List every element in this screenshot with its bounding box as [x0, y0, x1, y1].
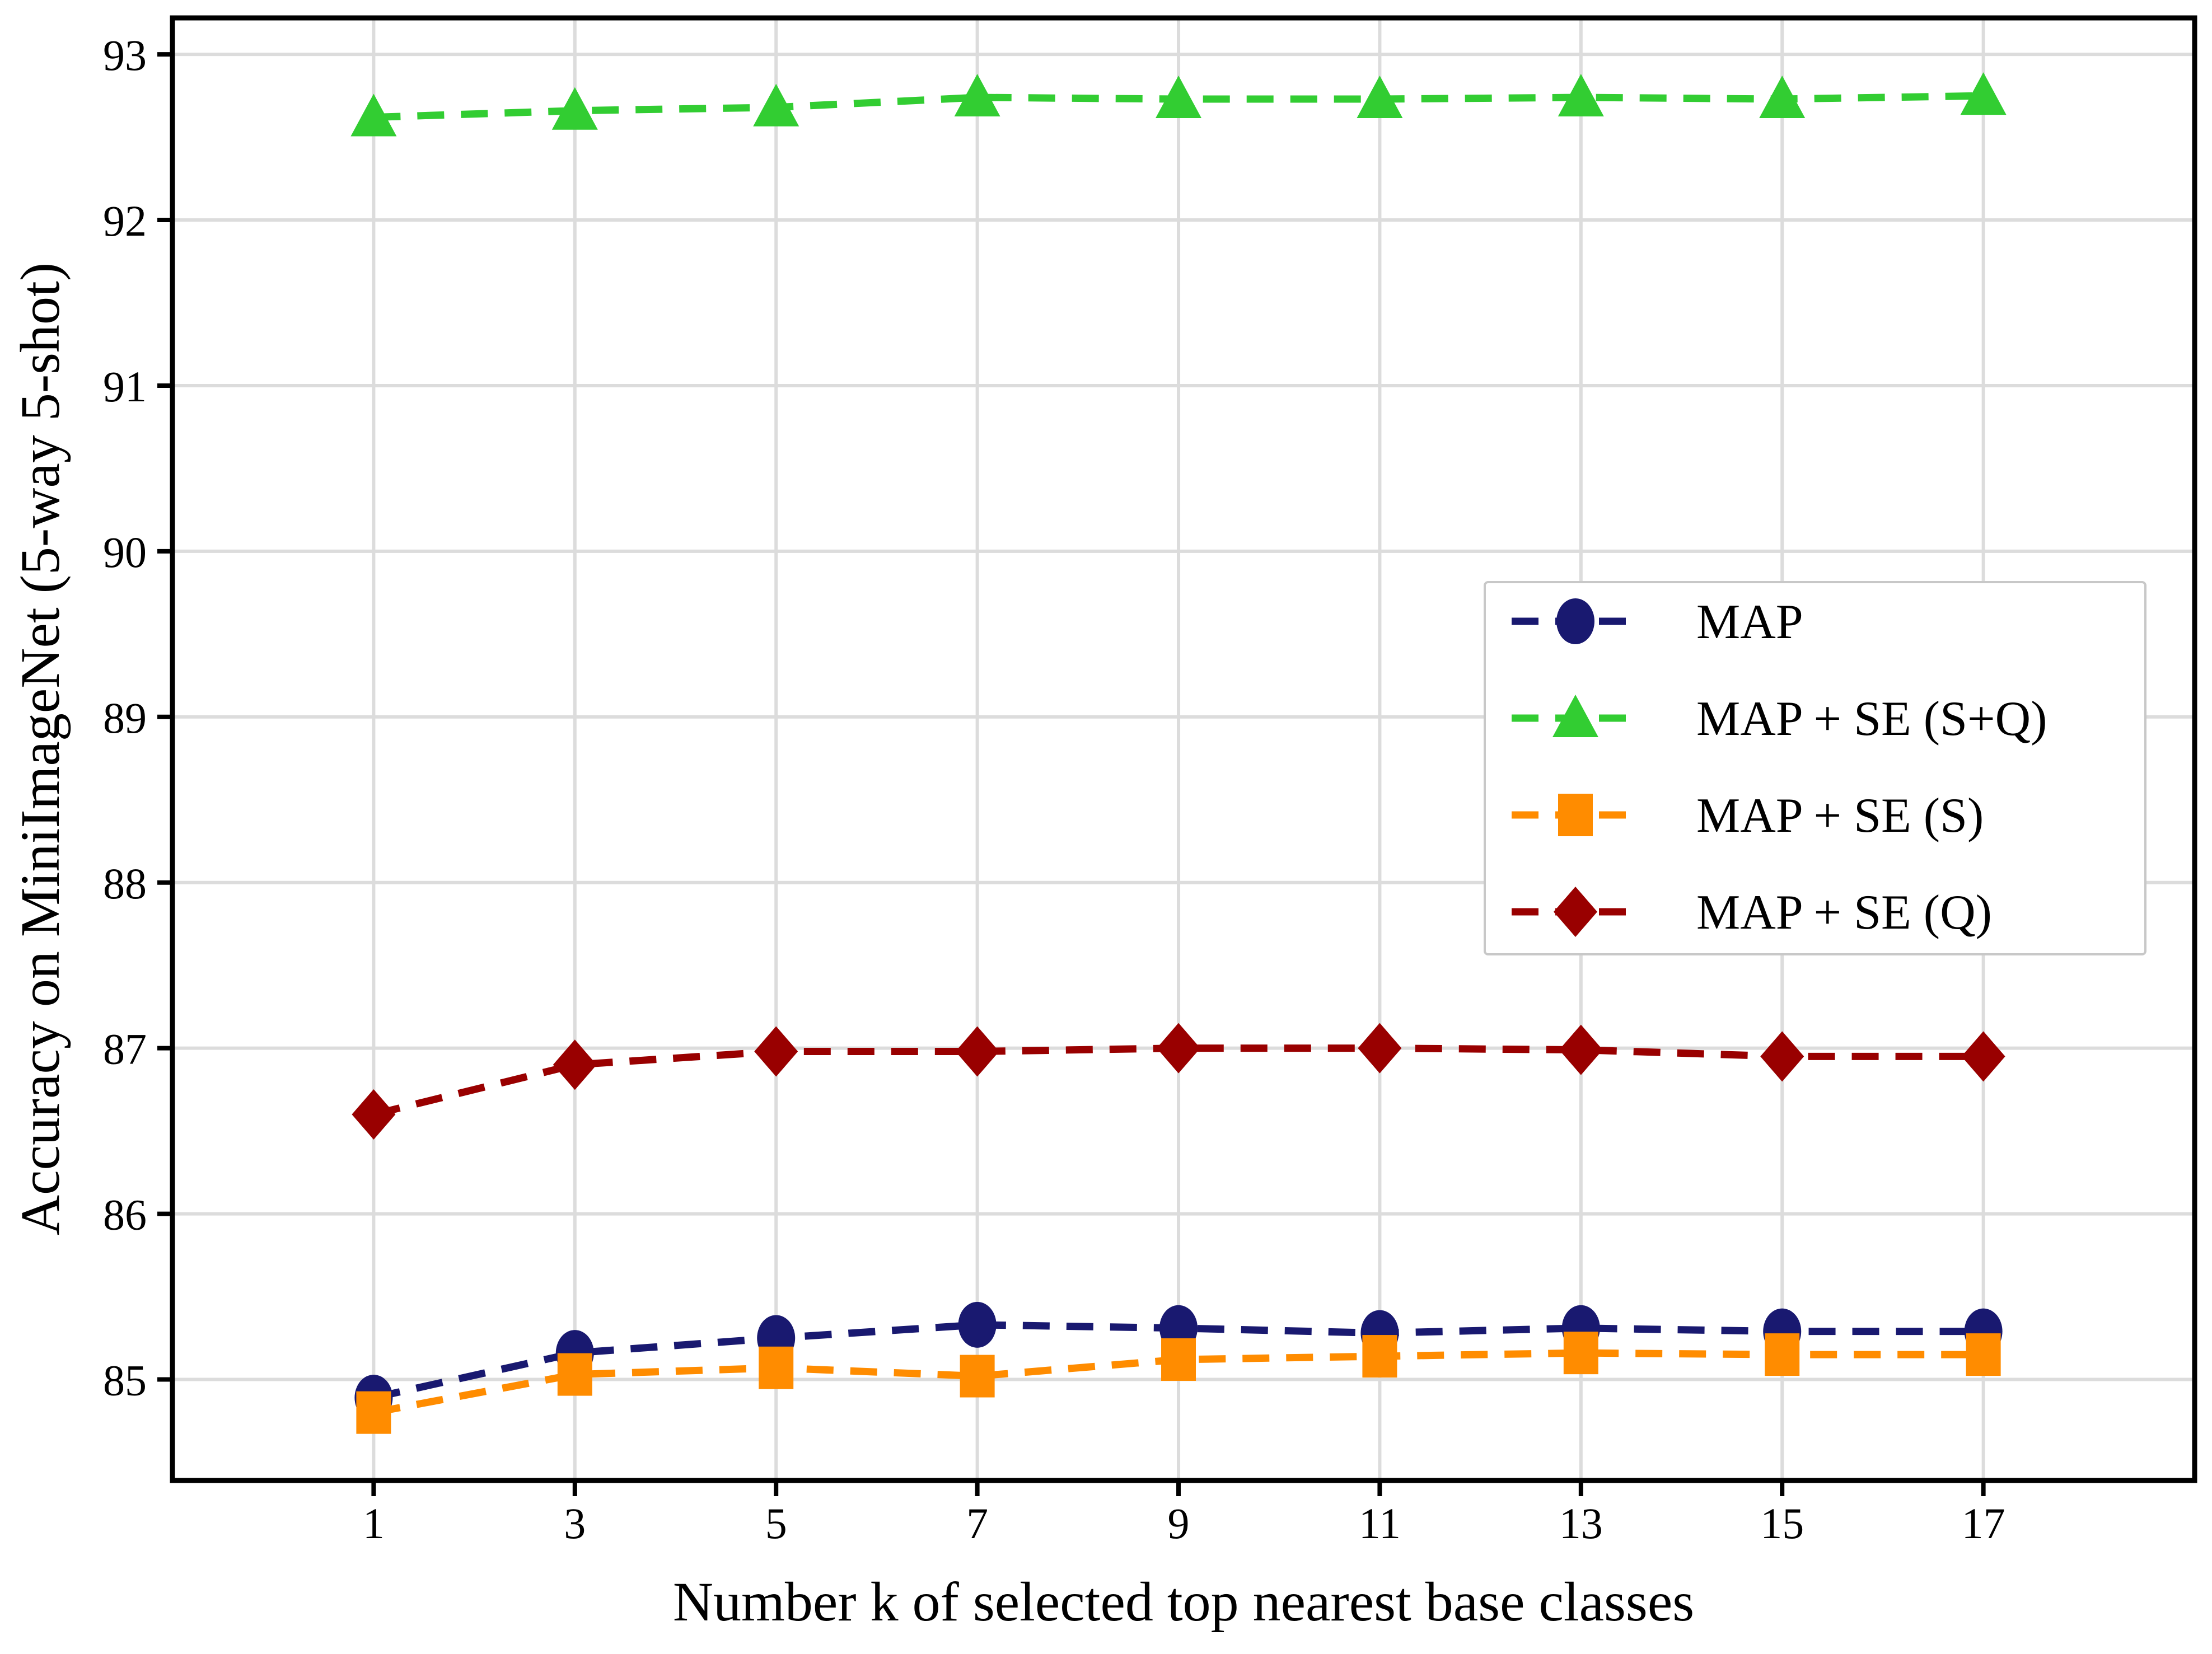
x-tick-label: 1: [363, 1499, 385, 1548]
y-axis-title: Accuracy on MiniImageNet (5-way 5-shot): [9, 263, 71, 1235]
axes-layer: [157, 15, 2197, 1496]
data-point-square-marker: [1966, 1333, 2001, 1376]
data-point-square-marker: [1362, 1335, 1397, 1378]
legend-item: MAP: [1512, 595, 1803, 649]
data-point-triangle-marker: [551, 87, 598, 130]
data-point-triangle-marker: [1960, 72, 2007, 115]
data-point-diamond-marker: [352, 1089, 396, 1140]
legend-box: [1484, 581, 2146, 955]
data-point-square-marker: [557, 1353, 592, 1396]
series-map-se-s-: [356, 1332, 2001, 1434]
data-point-square-marker: [1765, 1333, 1800, 1376]
data-point-diamond-marker: [1559, 1024, 1603, 1075]
y-tick-label: 89: [103, 694, 147, 742]
data-point-circle-marker: [1556, 598, 1594, 644]
series-map-se-q-: [352, 1023, 2005, 1140]
x-tick-label: 5: [765, 1499, 787, 1548]
legend-item: MAP + SE (S): [1512, 789, 1984, 843]
y-tick-label: 92: [103, 196, 147, 245]
legend-label: MAP + SE (Q): [1696, 885, 1992, 940]
data-point-diamond-marker: [1961, 1031, 2005, 1082]
x-tick-label: 17: [1962, 1499, 2005, 1548]
legend-label: MAP + SE (S+Q): [1696, 692, 2047, 746]
y-tick-label: 90: [103, 528, 147, 577]
x-tick-label: 15: [1760, 1499, 1804, 1548]
y-tick-label: 88: [103, 859, 147, 908]
data-point-triangle-marker: [1156, 76, 1202, 119]
data-point-diamond-marker: [1157, 1023, 1201, 1074]
data-point-circle-marker: [958, 1301, 997, 1348]
data-point-triangle-marker: [1759, 76, 1806, 119]
data-point-triangle-marker: [1357, 76, 1403, 119]
data-point-diamond-marker: [553, 1039, 597, 1090]
legend-label: MAP + SE (S): [1696, 789, 1984, 843]
legend: MAP MAP + SE (S+Q) MAP + SE (S) MAP + SE (Q…: [1484, 581, 2146, 955]
legend-item: MAP + SE (S+Q): [1512, 692, 2047, 746]
legend-label: MAP: [1696, 595, 1803, 649]
data-point-diamond-marker: [754, 1026, 798, 1077]
data-point-square-marker: [960, 1355, 995, 1398]
y-tick-label: 86: [103, 1191, 147, 1239]
data-point-square-marker: [1558, 794, 1593, 836]
y-tick-label: 93: [103, 31, 147, 79]
data-point-diamond-marker: [1554, 887, 1597, 937]
x-tick-label: 7: [966, 1499, 988, 1548]
data-point-triangle-marker: [753, 83, 799, 126]
y-tick-label: 85: [103, 1356, 147, 1405]
data-point-square-marker: [356, 1391, 391, 1434]
data-point-diamond-marker: [1760, 1031, 1804, 1082]
y-tick-label: 91: [103, 362, 147, 411]
data-point-triangle-marker: [350, 93, 397, 137]
x-tick-label: 13: [1559, 1499, 1603, 1548]
x-tick-label: 11: [1359, 1499, 1401, 1548]
data-point-diamond-marker: [1358, 1023, 1402, 1074]
data-point-square-marker: [1563, 1332, 1598, 1375]
series-map-se-s-q-: [350, 72, 2007, 137]
data-point-square-marker: [1161, 1338, 1196, 1381]
data-point-square-marker: [759, 1346, 794, 1389]
y-tick-label: 87: [103, 1025, 147, 1074]
x-tick-label: 9: [1168, 1499, 1190, 1548]
legend-item: MAP + SE (Q): [1512, 885, 1992, 940]
plot-border: [170, 15, 2197, 1483]
data-point-triangle-marker: [954, 74, 1000, 117]
x-axis-title: Number k of selected top nearest base cl…: [673, 1571, 1694, 1633]
data-point-triangle-marker: [1558, 74, 1604, 117]
data-point-diamond-marker: [955, 1026, 999, 1077]
data-point-triangle-marker: [1552, 695, 1598, 737]
x-tick-label: 3: [564, 1499, 586, 1548]
series-layer: [350, 72, 2007, 1434]
